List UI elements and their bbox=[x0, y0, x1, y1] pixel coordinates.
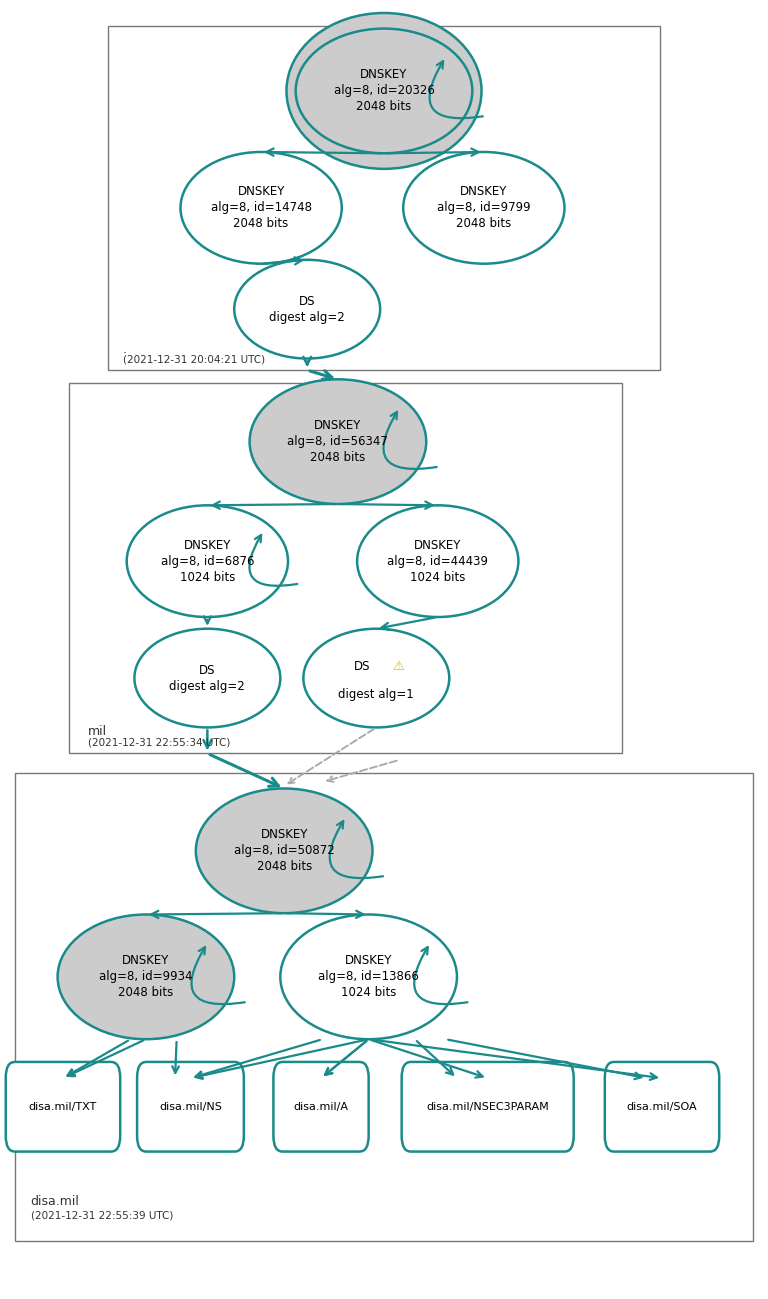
Ellipse shape bbox=[250, 379, 426, 504]
Text: .: . bbox=[123, 343, 127, 356]
FancyBboxPatch shape bbox=[273, 1063, 369, 1152]
Text: disa.mil/TXT: disa.mil/TXT bbox=[29, 1102, 97, 1112]
Text: (2021-12-31 20:04:21 UTC): (2021-12-31 20:04:21 UTC) bbox=[123, 355, 265, 365]
Ellipse shape bbox=[127, 505, 288, 617]
Text: digest alg=1: digest alg=1 bbox=[339, 688, 414, 701]
Ellipse shape bbox=[403, 152, 564, 264]
Text: DNSKEY
alg=8, id=6876
1024 bits: DNSKEY alg=8, id=6876 1024 bits bbox=[161, 539, 254, 583]
Text: DNSKEY
alg=8, id=50872
2048 bits: DNSKEY alg=8, id=50872 2048 bits bbox=[233, 829, 335, 873]
Text: DNSKEY
alg=8, id=56347
2048 bits: DNSKEY alg=8, id=56347 2048 bits bbox=[287, 420, 389, 464]
Text: DNSKEY
alg=8, id=13866
1024 bits: DNSKEY alg=8, id=13866 1024 bits bbox=[318, 955, 419, 999]
Ellipse shape bbox=[180, 152, 342, 264]
FancyBboxPatch shape bbox=[108, 26, 660, 370]
Text: DNSKEY
alg=8, id=20326
2048 bits: DNSKEY alg=8, id=20326 2048 bits bbox=[333, 69, 435, 113]
Text: ⚠: ⚠ bbox=[392, 660, 404, 673]
Text: DNSKEY
alg=8, id=44439
1024 bits: DNSKEY alg=8, id=44439 1024 bits bbox=[387, 539, 488, 583]
FancyBboxPatch shape bbox=[69, 383, 622, 753]
Ellipse shape bbox=[234, 260, 380, 359]
Ellipse shape bbox=[134, 629, 280, 727]
Text: mil: mil bbox=[88, 725, 108, 738]
FancyBboxPatch shape bbox=[6, 1063, 120, 1152]
Text: DS
digest alg=2: DS digest alg=2 bbox=[270, 295, 345, 323]
FancyBboxPatch shape bbox=[604, 1063, 719, 1152]
FancyBboxPatch shape bbox=[137, 1063, 244, 1152]
FancyBboxPatch shape bbox=[15, 773, 753, 1241]
Ellipse shape bbox=[357, 505, 518, 617]
Text: (2021-12-31 22:55:34 UTC): (2021-12-31 22:55:34 UTC) bbox=[88, 738, 230, 748]
Text: disa.mil/SOA: disa.mil/SOA bbox=[627, 1102, 697, 1112]
Text: disa.mil/NS: disa.mil/NS bbox=[159, 1102, 222, 1112]
Text: disa.mil: disa.mil bbox=[31, 1195, 80, 1208]
Text: (2021-12-31 22:55:39 UTC): (2021-12-31 22:55:39 UTC) bbox=[31, 1211, 173, 1221]
Ellipse shape bbox=[303, 629, 449, 727]
Text: DNSKEY
alg=8, id=14748
2048 bits: DNSKEY alg=8, id=14748 2048 bits bbox=[210, 186, 312, 230]
Text: disa.mil/A: disa.mil/A bbox=[293, 1102, 349, 1112]
Text: DS: DS bbox=[354, 660, 371, 673]
FancyBboxPatch shape bbox=[402, 1063, 574, 1152]
Ellipse shape bbox=[280, 914, 457, 1039]
Text: DNSKEY
alg=8, id=9799
2048 bits: DNSKEY alg=8, id=9799 2048 bits bbox=[437, 186, 531, 230]
Text: DNSKEY
alg=8, id=9934
2048 bits: DNSKEY alg=8, id=9934 2048 bits bbox=[99, 955, 193, 999]
Ellipse shape bbox=[296, 29, 472, 153]
Ellipse shape bbox=[58, 914, 234, 1039]
Text: disa.mil/NSEC3PARAM: disa.mil/NSEC3PARAM bbox=[426, 1102, 549, 1112]
Ellipse shape bbox=[196, 788, 372, 913]
Text: DS
digest alg=2: DS digest alg=2 bbox=[170, 664, 245, 692]
Ellipse shape bbox=[286, 13, 482, 169]
